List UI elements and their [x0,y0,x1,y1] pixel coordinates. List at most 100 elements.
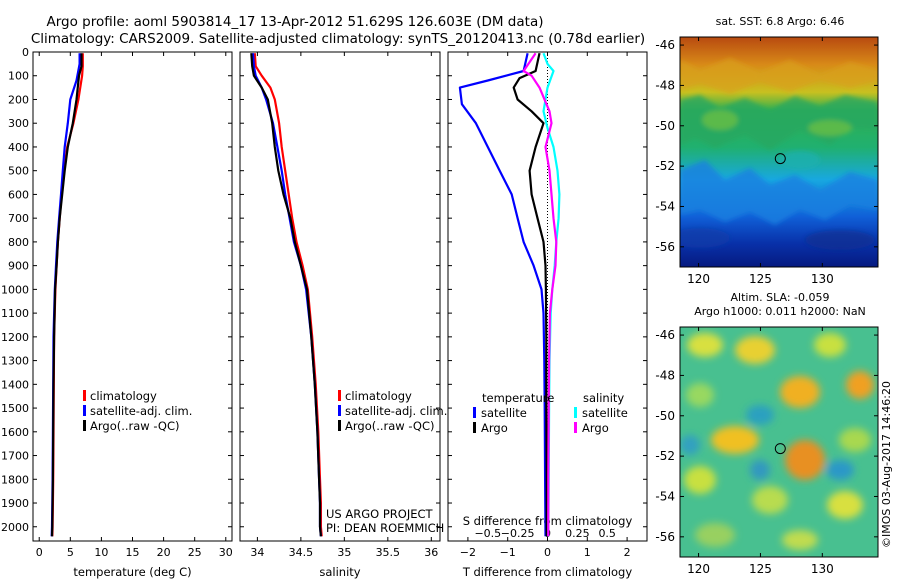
x-tick-label: 5 [67,546,74,559]
pi-annotation: PI: DEAN ROEMMICH [326,521,444,535]
legend-label: Argo(..raw -QC) [345,419,435,433]
depth-tick-label: 600 [8,188,29,201]
series-line-satellite-adj-clim [251,53,322,537]
sla-map-panel: Altim. SLA: -0.059 Argo h1000: 0.011 h20… [655,291,879,576]
series-line-salinity-argo [522,52,558,537]
legend-label: Argo [481,421,508,435]
x-tick-label: 0 [544,546,551,559]
series-line-argo-raw-qc [50,53,83,537]
depth-tick-label: 0 [22,46,29,59]
map-y-tick-label: -54 [655,489,675,503]
depth-tick-label: 1000 [1,283,29,296]
legend-label: satellite-adj. clim. [90,404,192,418]
legend-title-salinity: salinity [583,391,624,405]
depth-tick-label: 1800 [1,473,29,486]
map-x-tick-label: 120 [687,562,710,576]
legend-label: satellite [481,406,527,420]
map-y-tick-label: -50 [655,409,675,423]
legend-swatch [473,407,476,418]
sla-map-title: Altim. SLA: -0.059 [730,291,829,304]
depth-tick-label: 800 [8,236,29,249]
x-axis-label: salinity [319,565,360,579]
series-line-climatology [253,53,323,537]
x-tick-label: 25 [188,546,202,559]
depth-tick-label: 1300 [1,355,29,368]
x-tick-label: 36 [424,546,438,559]
sst-argo-location-marker [774,153,786,165]
map-x-tick-label: 125 [749,272,772,286]
map-y-tick-label: -52 [655,159,675,173]
depth-tick-label: 700 [8,212,29,225]
x-tick-label: 35.5 [376,546,401,559]
depth-tick-label: 900 [8,260,29,273]
map-y-tick-label: -54 [655,199,675,213]
x-tick-label: 1 [584,546,591,559]
legend-swatch [83,420,86,431]
figure-title-line1: Argo profile: aoml 5903814_17 13-Apr-201… [46,14,543,30]
temperature-profile-panel: 0100200300400500600700800900100011001200… [1,46,233,579]
x-tick-label: 2 [624,546,631,559]
x-tick-label: −1 [500,546,516,559]
salinity-profile-panel: 34 34.5 35 35.5 36 salinity climatologysatelli… [239,51,447,579]
map-y-tick-label: -52 [655,449,675,463]
depth-tick-label: 300 [8,117,29,130]
legend-swatch [83,405,86,416]
x-tick-label: 30 [219,546,233,559]
x-tick-label: 15 [126,546,140,559]
depth-tick-label: 1900 [1,497,29,510]
x2-tick-label: −0.5 [474,527,501,540]
x-tick-label: 34 [250,546,264,559]
legend-swatch [83,390,86,401]
x-tick-label: −2 [460,546,476,559]
legend-swatch [338,390,341,401]
x-tick-label: 0 [36,546,43,559]
x-tick-label: 10 [94,546,108,559]
depth-tick-label: 1500 [1,402,29,415]
legend-swatch [338,405,341,416]
legend-title-temperature: temperature [482,391,554,405]
sla-argo-location-marker [774,443,786,455]
legend-swatch [574,407,577,418]
depth-tick-label: 1400 [1,378,29,391]
map-y-tick-label: -48 [655,78,675,92]
map-y-tick-label: -46 [655,38,675,52]
plot-frame [239,51,441,542]
sla-map-subtitle: Argo h1000: 0.011 h2000: NaN [694,305,866,318]
x-tick-label: 20 [157,546,171,559]
depth-tick-label: 1200 [1,331,29,344]
legend-swatch [574,422,577,433]
x-axis-label: T difference from climatology [462,565,633,579]
plot-frame [32,51,233,542]
legend-swatch [338,420,341,431]
depth-tick-label: 500 [8,165,29,178]
x-tick-label: 35 [337,546,351,559]
legend-label: Argo [582,421,609,435]
legend-label: Argo(..raw -QC) [90,419,180,433]
x-axis-label: temperature (deg C) [73,565,191,579]
map-y-tick-label: -56 [655,530,675,544]
map-y-tick-label: -48 [655,368,675,382]
map-x-tick-label: 130 [811,562,834,576]
figure-title-line2: Climatology: CARS2009. Satellite-adjuste… [31,31,645,47]
map-x-tick-label: 130 [811,272,834,286]
depth-tick-label: 1600 [1,426,29,439]
series-line-argo-raw-qc [250,53,322,537]
depth-tick-label: 100 [8,70,29,83]
sst-map-image [680,37,878,267]
depth-tick-label: 400 [8,141,29,154]
x2-tick-label: 0.25 [565,527,590,540]
sla-map-image [680,327,878,557]
legend-label: satellite [582,406,628,420]
imos-timestamp: ©IMOS 03-Aug-2017 14:46:20 [880,381,893,548]
depth-tick-label: 2000 [1,521,29,534]
difference-profile-panel: −2 −1 0 1 2 T difference from climatology −0.5… [447,51,648,579]
x2-tick-label: 0.5 [598,527,616,540]
project-annotation: US ARGO PROJECT [326,507,434,521]
map-x-tick-label: 125 [749,562,772,576]
map-y-tick-label: -56 [655,240,675,254]
map-y-tick-label: -50 [655,119,675,133]
map-x-tick-label: 120 [687,272,710,286]
legend-label: climatology [345,389,412,403]
series-line-temperature-satellite [458,52,547,537]
